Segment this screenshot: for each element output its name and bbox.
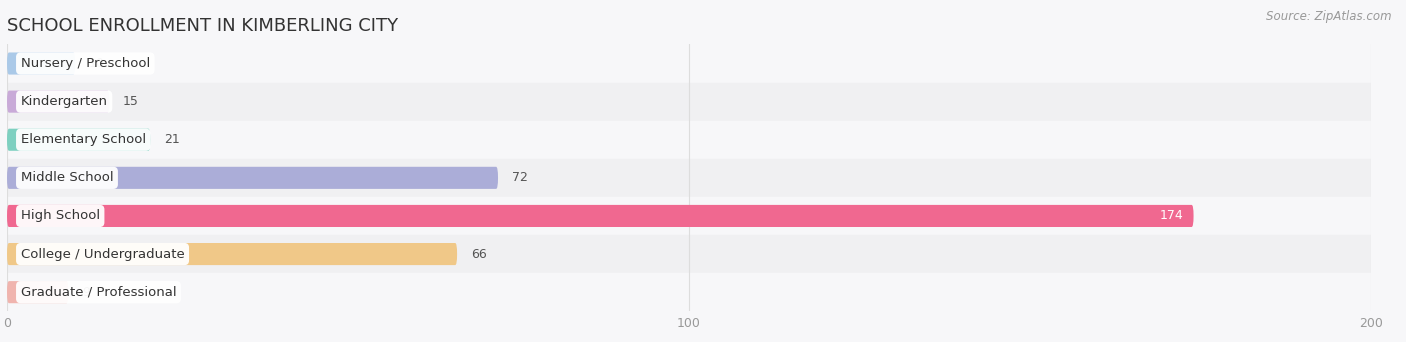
FancyBboxPatch shape xyxy=(7,52,76,75)
FancyBboxPatch shape xyxy=(7,167,498,189)
Bar xyxy=(7,82,1371,121)
Bar xyxy=(7,44,1371,82)
Text: Graduate / Professional: Graduate / Professional xyxy=(21,286,176,299)
Bar xyxy=(7,235,1371,273)
FancyBboxPatch shape xyxy=(7,281,69,303)
Text: 66: 66 xyxy=(471,248,486,261)
Bar xyxy=(7,159,1371,197)
Text: College / Undergraduate: College / Undergraduate xyxy=(21,248,184,261)
Text: 21: 21 xyxy=(165,133,180,146)
FancyBboxPatch shape xyxy=(7,91,110,113)
Text: Kindergarten: Kindergarten xyxy=(21,95,108,108)
Text: Nursery / Preschool: Nursery / Preschool xyxy=(21,57,150,70)
Text: 15: 15 xyxy=(122,95,139,108)
Text: Elementary School: Elementary School xyxy=(21,133,146,146)
Bar xyxy=(7,197,1371,235)
Text: 72: 72 xyxy=(512,171,527,184)
FancyBboxPatch shape xyxy=(7,129,150,151)
Text: 10: 10 xyxy=(89,57,104,70)
Text: 174: 174 xyxy=(1160,209,1184,222)
Bar xyxy=(7,121,1371,159)
Text: Source: ZipAtlas.com: Source: ZipAtlas.com xyxy=(1267,10,1392,23)
Text: Middle School: Middle School xyxy=(21,171,114,184)
Bar xyxy=(7,273,1371,311)
Text: SCHOOL ENROLLMENT IN KIMBERLING CITY: SCHOOL ENROLLMENT IN KIMBERLING CITY xyxy=(7,16,398,35)
FancyBboxPatch shape xyxy=(7,205,1194,227)
Text: High School: High School xyxy=(21,209,100,222)
FancyBboxPatch shape xyxy=(7,243,457,265)
Text: 9: 9 xyxy=(82,286,90,299)
